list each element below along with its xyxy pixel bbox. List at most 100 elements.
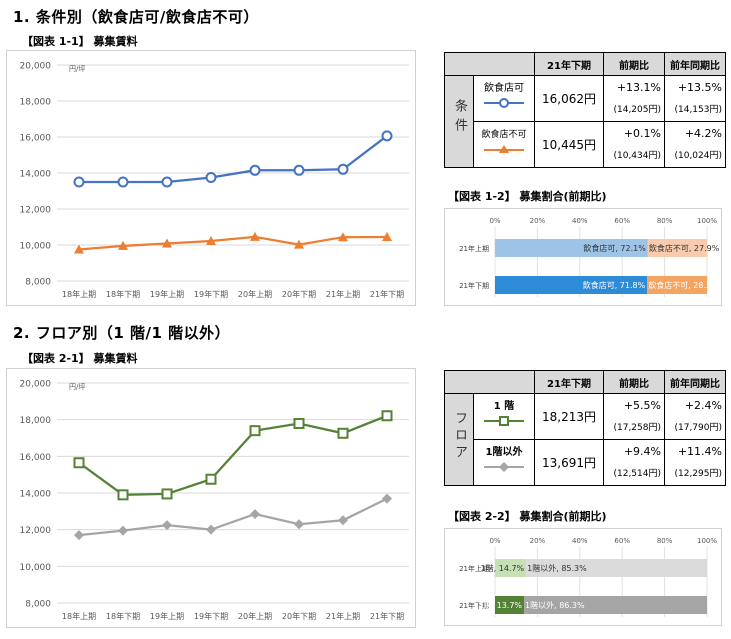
x-tick-label: 20年上期 bbox=[238, 289, 272, 299]
category-label: 条件 bbox=[452, 99, 467, 137]
x-tick-label: 18年下期 bbox=[106, 611, 140, 621]
fig1-1-title: 【図表 1-1】 募集賃料 bbox=[22, 35, 138, 48]
row-label-text: 1 階 bbox=[493, 401, 515, 412]
y-tick-label: 21年上期 bbox=[459, 564, 489, 573]
data-label: 1階以外, 86.3% bbox=[525, 600, 585, 610]
table-row-value: 18,213円 bbox=[534, 393, 604, 440]
data-point-circle bbox=[117, 176, 129, 188]
x-tick-label: 21年下期 bbox=[370, 611, 404, 621]
data-point-circle bbox=[205, 172, 217, 183]
category-label: フロア bbox=[452, 410, 467, 462]
data-point-triangle bbox=[338, 232, 348, 242]
section1-table: 21年下期 前期比 前年同期比 条件 飲食店可 16,062円 +13.1% (… bbox=[444, 52, 726, 168]
data-point-triangle bbox=[382, 231, 392, 241]
x-tick-label: 18年上期 bbox=[62, 611, 96, 621]
bar-segment bbox=[495, 239, 648, 257]
table-row-qoq: +5.5% (17,258円) bbox=[603, 393, 665, 440]
table-header-blank bbox=[444, 370, 535, 394]
qoq-prev-value: (14,205円) bbox=[613, 105, 661, 115]
y-tick-label: 10,000 bbox=[20, 563, 52, 573]
y-tick-label: 12,000 bbox=[20, 206, 52, 216]
x-tick-label: 19年上期 bbox=[150, 611, 184, 621]
y-tick-label: 12,000 bbox=[20, 526, 52, 536]
bar-segment bbox=[524, 596, 707, 614]
fig1-1-svg: 8,000 10,000 12,000 14,000 16,000 18,000 20,00… bbox=[20, 62, 409, 299]
bar-segment bbox=[647, 239, 707, 257]
data-point-circle bbox=[73, 176, 85, 188]
legend-square-icon bbox=[484, 416, 524, 426]
legend-triangle-icon bbox=[484, 145, 524, 153]
table-row-value: 10,445円 bbox=[534, 121, 604, 168]
table-category: 条件 bbox=[444, 75, 474, 168]
table-header-qoq: 前期比 bbox=[603, 52, 665, 76]
data-label: 飲食店可, 72.1% bbox=[583, 243, 646, 253]
yoy-change: +2.4% bbox=[684, 399, 722, 412]
table-row-qoq: +13.1% (14,205円) bbox=[603, 75, 665, 122]
fig2-1-svg: 8,000 10,000 12,000 14,000 16,000 18,000 20,00… bbox=[20, 380, 409, 621]
data-label: 1階, 14.7% bbox=[481, 563, 525, 573]
table-row-label: 飲食店可 bbox=[473, 75, 535, 122]
yoy-prev-value: (12,295円) bbox=[674, 469, 722, 479]
data-point-diamond bbox=[162, 520, 172, 531]
y-tick-label: 21年下期 bbox=[459, 281, 489, 290]
bar-segment bbox=[526, 559, 707, 577]
data-point-circle bbox=[249, 164, 261, 176]
row-label-text: 飲食店不可 bbox=[481, 130, 527, 140]
data-point-square bbox=[337, 427, 349, 439]
y-tick-label: 20,000 bbox=[20, 380, 52, 390]
x-tick-label: 60% bbox=[614, 537, 630, 545]
data-point-triangle bbox=[118, 240, 128, 250]
data-point-triangle bbox=[294, 239, 304, 249]
x-tick-label: 19年下期 bbox=[194, 611, 228, 621]
x-tick-label: 0% bbox=[489, 537, 500, 545]
x-tick-label: 18年上期 bbox=[62, 289, 96, 299]
qoq-prev-value: (12,514円) bbox=[613, 469, 661, 479]
y-tick-label: 16,000 bbox=[20, 453, 52, 463]
table-header-current: 21年下期 bbox=[534, 52, 604, 76]
x-tick-label: 21年上期 bbox=[326, 289, 360, 299]
fig2-1-title: 【図表 2-1】 募集賃料 bbox=[22, 352, 138, 365]
data-point-triangle bbox=[162, 238, 172, 248]
data-point-square bbox=[381, 410, 393, 422]
x-tick-label: 100% bbox=[697, 217, 717, 225]
section2-table: 21年下期 前期比 前年同期比 フロア 1 階 18,213円 +5.5% (1… bbox=[444, 370, 726, 486]
y-tick-label: 10,000 bbox=[20, 242, 52, 252]
fig2-1-chart: 8,000 10,000 12,000 14,000 16,000 18,000 20,00… bbox=[6, 368, 416, 628]
x-tick-label: 0% bbox=[489, 217, 500, 225]
data-point-square bbox=[117, 489, 129, 501]
data-point-square bbox=[293, 418, 305, 430]
table-header-qoq: 前期比 bbox=[603, 370, 665, 394]
data-point-diamond bbox=[74, 530, 84, 541]
qoq-change: +13.1% bbox=[616, 81, 661, 94]
legend-circle-icon bbox=[484, 98, 524, 108]
x-tick-label: 20年下期 bbox=[282, 289, 316, 299]
fig2-2-chart: 0% 20% 40% 60% 80% 100% 21年上期 1階, 14.7% 1階以外, 85… bbox=[444, 528, 722, 626]
data-point-square bbox=[73, 457, 85, 469]
qoq-change: +9.4% bbox=[623, 445, 661, 458]
y-tick-label: 14,000 bbox=[20, 490, 52, 500]
fig1-2-svg: 0% 20% 40% 60% 80% 100%21年上期 飲食店可, 72.1% 飲食店不可,… bbox=[459, 217, 720, 297]
x-tick-label: 21年上期 bbox=[326, 611, 360, 621]
data-point-diamond bbox=[382, 493, 392, 504]
bar-segment bbox=[495, 276, 648, 294]
data-label: 飲食店可, 71.8% bbox=[583, 280, 646, 290]
y-tick-label: 8,000 bbox=[25, 278, 51, 288]
section2-title: 2. フロア別（1 階/1 階以外） bbox=[13, 324, 231, 342]
data-point-square bbox=[249, 425, 261, 437]
data-point-circle bbox=[381, 130, 393, 142]
x-tick-label: 60% bbox=[614, 217, 630, 225]
x-tick-label: 20年下期 bbox=[282, 611, 316, 621]
fig2-2-title: 【図表 2-2】 募集割合(前期比) bbox=[448, 510, 607, 523]
section1-title: 1. 条件別（飲食店可/飲食店不可） bbox=[13, 8, 259, 26]
table-header-yoy: 前年同期比 bbox=[664, 370, 726, 394]
bar-segment bbox=[647, 276, 707, 294]
bar-segment bbox=[495, 596, 525, 614]
table-row-label: 1 階 bbox=[473, 393, 535, 440]
x-tick-label: 40% bbox=[572, 537, 588, 545]
y-tick-label: 18,000 bbox=[20, 98, 52, 108]
data-point-triangle bbox=[74, 244, 84, 254]
row-label-text: 飲食店可 bbox=[484, 83, 524, 94]
series-line bbox=[78, 497, 388, 537]
x-tick-label: 21年下期 bbox=[370, 289, 404, 299]
unit-label: 円/坪 bbox=[69, 65, 85, 73]
